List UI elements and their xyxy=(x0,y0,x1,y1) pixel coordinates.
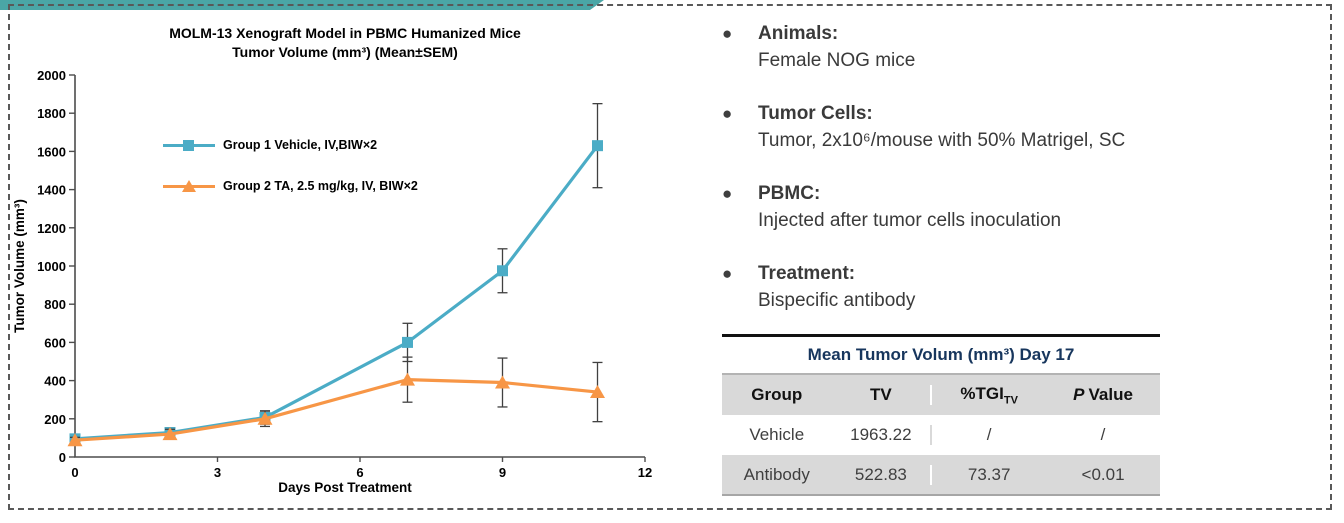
cell-tv: 1963.22 xyxy=(832,425,933,445)
summary-table: Mean Tumor Volum (mm³) Day 17 Group TV %… xyxy=(722,334,1160,496)
bullet-tumor-cells: ● Tumor Cells: Tumor, 2x10⁶/mouse with 5… xyxy=(712,100,1327,154)
bullet-body: Tumor, 2x10⁶/mouse with 50% Matrigel, SC xyxy=(758,130,1126,151)
col-header-tgi: %TGITV xyxy=(932,384,1046,406)
svg-text:200: 200 xyxy=(44,412,66,427)
triangle-marker-icon xyxy=(182,179,196,192)
bullet-icon: ● xyxy=(722,184,733,203)
svg-text:1600: 1600 xyxy=(37,144,66,159)
bullet-title: Tumor Cells: xyxy=(758,103,873,124)
data-point-triangle xyxy=(162,427,178,441)
cell-pvalue: <0.01 xyxy=(1081,464,1125,484)
bullet-icon: ● xyxy=(722,104,733,123)
cell-group: Antibody xyxy=(743,464,810,484)
square-marker-icon xyxy=(183,139,194,151)
y-axis-title: Tumor Volume (mm³) xyxy=(12,199,27,333)
svg-text:0: 0 xyxy=(71,465,78,480)
svg-text:800: 800 xyxy=(44,297,66,312)
data-point-square xyxy=(497,265,508,277)
data-point-triangle xyxy=(590,385,605,399)
data-point-triangle xyxy=(495,375,510,389)
bullet-body: Female NOG mice xyxy=(758,50,916,71)
p-label: P xyxy=(1073,385,1085,404)
svg-text:600: 600 xyxy=(44,335,66,350)
table-row-vehicle: Vehicle 1963.22 / / xyxy=(722,415,1160,455)
svg-text:3: 3 xyxy=(214,465,221,480)
chart-series xyxy=(67,103,605,447)
bullet-icon: ● xyxy=(722,24,733,43)
cell-group: Vehicle xyxy=(749,425,805,444)
tumor-growth-chart: 0 200 400 600 800 1000 1200 1400 1600 1800 2000 0 3 6… xyxy=(12,68,652,495)
bullet-animals: ● Animals: Female NOG mice xyxy=(712,20,1327,74)
study-info-panel: ● Animals: Female NOG mice ● Tumor Cells… xyxy=(712,20,1327,340)
cell-tgi: 73.37 xyxy=(967,464,1011,484)
cell-tv: 522.83 xyxy=(832,464,933,485)
col-header-pvalue: P Value xyxy=(1046,385,1160,405)
svg-text:12: 12 xyxy=(638,465,652,480)
data-point-triangle xyxy=(400,372,415,386)
series-square xyxy=(69,103,603,445)
bullet-title: PBMC: xyxy=(758,183,821,204)
data-point-square xyxy=(592,140,603,152)
tgi-label: %TGI xyxy=(960,383,1004,403)
tgi-subscript: TV xyxy=(1003,394,1018,407)
bullet-title: Animals: xyxy=(758,23,839,44)
svg-text:1000: 1000 xyxy=(37,259,66,274)
bullet-pbmc: ● PBMC: Injected after tumor cells inocu… xyxy=(712,180,1327,234)
bullet-body: Bispecific antibody xyxy=(758,290,916,311)
svg-text:2000: 2000 xyxy=(37,68,66,83)
x-axis-title: Days Post Treatment xyxy=(278,480,412,495)
chart-title-line2: Tumor Volume (mm³) (Mean±SEM) xyxy=(232,44,458,60)
series-triangle xyxy=(67,356,605,447)
bullet-treatment: ● Treatment: Bispecific antibody xyxy=(712,260,1327,314)
bullet-title: Treatment: xyxy=(758,263,856,284)
cell-tgi: / xyxy=(986,425,992,444)
svg-text:6: 6 xyxy=(356,465,363,480)
legend-item-vehicle: Group 1 Vehicle, IV,BIW×2 xyxy=(163,138,377,152)
data-point-triangle xyxy=(67,433,83,447)
cell-pvalue: / xyxy=(1100,425,1106,444)
chart-panel: MOLM-13 Xenograft Model in PBMC Humanize… xyxy=(12,24,660,495)
svg-text:9: 9 xyxy=(499,465,506,480)
col-header-tv: TV xyxy=(832,385,933,405)
chart-title-line1: MOLM-13 Xenograft Model in PBMC Humanize… xyxy=(169,25,521,41)
data-point-triangle xyxy=(257,411,273,425)
svg-text:1800: 1800 xyxy=(37,106,66,121)
svg-text:400: 400 xyxy=(44,374,66,389)
table-title: Mean Tumor Volum (mm³) Day 17 xyxy=(722,337,1160,375)
legend-line-icon xyxy=(163,179,215,192)
value-label: Value xyxy=(1088,385,1133,404)
bullet-body: Injected after tumor cells inoculation xyxy=(758,210,1062,231)
bullet-icon: ● xyxy=(722,264,733,283)
legend-label: Group 1 Vehicle, IV,BIW×2 xyxy=(223,138,378,152)
chart-axes: 0 200 400 600 800 1000 1200 1400 1600 1800 2000 0 3 6… xyxy=(37,68,652,480)
legend-line-icon xyxy=(163,139,215,151)
top-accent-bar xyxy=(0,0,604,10)
svg-text:1400: 1400 xyxy=(37,183,66,198)
table-header-row: Group TV %TGITV P Value xyxy=(722,375,1160,415)
col-header-group: Group xyxy=(751,385,803,404)
chart-title: MOLM-13 Xenograft Model in PBMC Humanize… xyxy=(30,24,660,62)
svg-text:0: 0 xyxy=(59,450,66,465)
legend-item-antibody: Group 2 TA, 2.5 mg/kg, IV, BIW×2 xyxy=(163,179,418,193)
legend-label: Group 2 TA, 2.5 mg/kg, IV, BIW×2 xyxy=(223,179,418,193)
data-point-square xyxy=(402,336,413,348)
table-row-antibody: Antibody 522.83 73.37 <0.01 xyxy=(722,455,1160,494)
svg-text:1200: 1200 xyxy=(37,221,66,236)
